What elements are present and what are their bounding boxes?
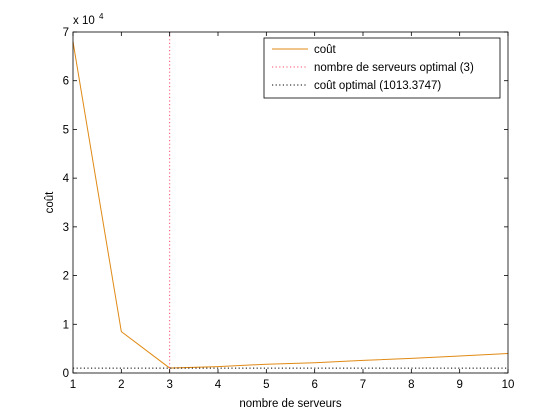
- y-axis-scale-base: x 10: [73, 15, 95, 27]
- y-axis-label: coût: [44, 191, 56, 214]
- x-tick-label: 10: [502, 379, 515, 391]
- y-axis-scale-factor: x 10 4: [73, 12, 104, 27]
- y-axis-scale-exponent: 4: [99, 12, 104, 21]
- y-tick-label: 1: [63, 319, 69, 331]
- y-tick-label: 6: [63, 76, 69, 88]
- series-line-cout: [72, 41, 509, 369]
- legend: coût nombre de serveurs optimal (3) coût o…: [263, 37, 501, 99]
- y-tick-label: 3: [63, 222, 69, 234]
- x-tick-label: 5: [263, 379, 269, 391]
- legend-label: nombre de serveurs optimal (3): [314, 62, 474, 74]
- legend-label: coût optimal (1013.3747): [314, 80, 441, 92]
- y-tick-label: 5: [63, 124, 69, 136]
- x-tick-label: 1: [70, 379, 76, 391]
- x-tick-label: 4: [215, 379, 222, 391]
- x-axis-label: nombre de serveurs: [239, 398, 342, 410]
- x-tick-label: 2: [118, 379, 124, 391]
- x-tick-label: 3: [166, 379, 172, 391]
- axes-frame: [72, 31, 509, 374]
- y-tick-label: 7: [63, 27, 69, 39]
- x-tick-label: 8: [408, 379, 414, 391]
- y-tick-label: 0: [63, 368, 69, 380]
- y-tick-label: 4: [63, 173, 70, 185]
- x-tick-label: 6: [311, 379, 317, 391]
- legend-label: coût: [314, 44, 337, 56]
- x-tick-label: 9: [456, 379, 462, 391]
- legend-box: [263, 37, 501, 99]
- y-tick-label: 2: [63, 271, 69, 283]
- x-tick-label: 7: [360, 379, 366, 391]
